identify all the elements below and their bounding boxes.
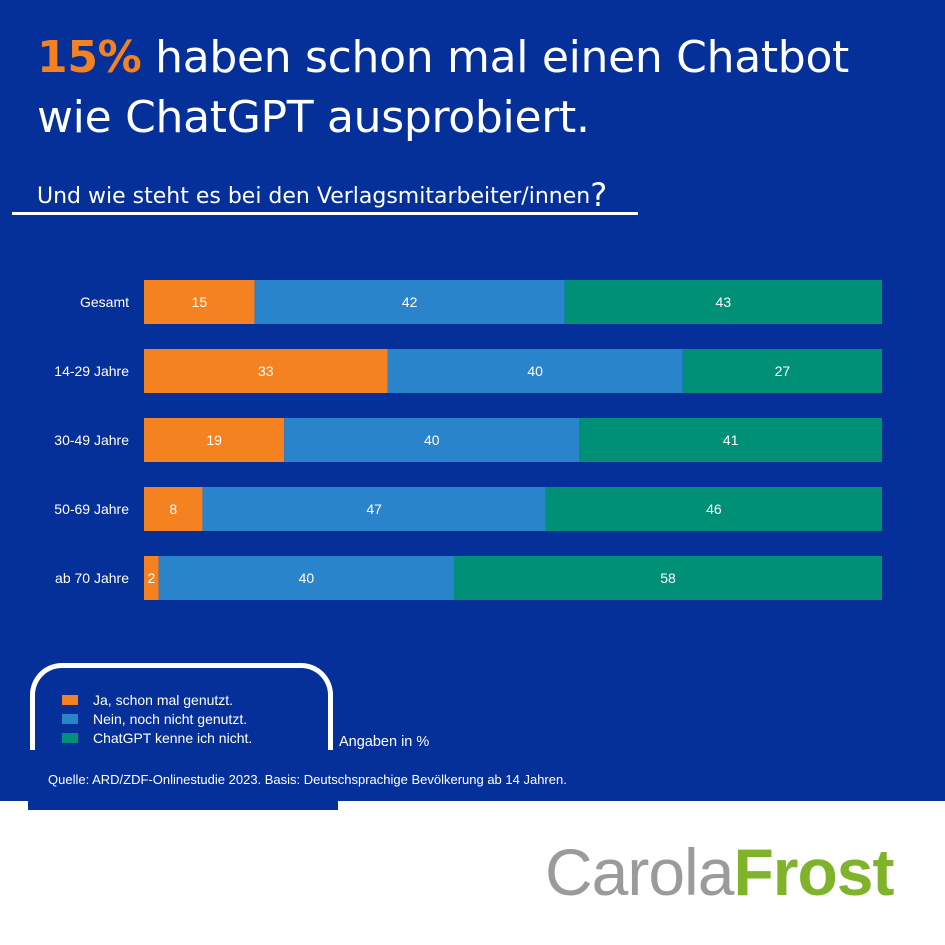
bar-segment-14-29-jahre-1	[387, 349, 683, 393]
brand-logo: CarolaFrost	[545, 832, 894, 912]
legend-frame-cutout	[28, 750, 338, 810]
source-note: Quelle: ARD/ZDF-Onlinestudie 2023. Basis…	[48, 772, 567, 787]
bar-segment-ab-70-jahre-1	[158, 556, 454, 600]
bar-segment-gesamt-1	[254, 280, 565, 324]
data-label-ab-70-jahre-1: 40	[299, 570, 315, 586]
data-label-14-29-jahre-1: 40	[527, 363, 543, 379]
question: Und wie steht es bei den Verlagsmitarbei…	[37, 176, 607, 214]
data-label-50-69-jahre-0: 8	[169, 501, 177, 517]
category-label-ab-70-jahre: ab 70 Jahre	[55, 570, 129, 586]
content-panel: 15% haben schon mal einen Chatbot wie Ch…	[0, 0, 945, 810]
bar-segment-50-69-jahre-1	[202, 487, 546, 531]
stacked-bar-chart: Gesamt 15 42 43 14-29 Jahre 33 40 27 30-49 Jahre…	[54, 280, 882, 600]
brand-logo-first: Carola	[545, 835, 734, 909]
bar-segment-14-29-jahre-0	[144, 349, 388, 393]
bar-segment-gesamt-0	[144, 280, 255, 324]
question-text: Und wie steht es bei den Verlagsmitarbei…	[37, 184, 591, 209]
brand-logo-second: Frost	[733, 835, 894, 909]
bar-segment-30-49-jahre-0	[144, 418, 285, 462]
data-label-50-69-jahre-2: 46	[706, 501, 722, 517]
data-label-gesamt-1: 42	[402, 294, 418, 310]
data-label-ab-70-jahre-2: 58	[660, 570, 676, 586]
legend-item-unbekannt: ChatGPT kenne ich nicht.	[62, 728, 252, 747]
bar-segment-gesamt-2	[564, 280, 882, 324]
legend-label-nein: Nein, noch nicht genutzt.	[93, 710, 248, 727]
headline: 15% haben schon mal einen Chatbot wie Ch…	[37, 28, 917, 148]
headline-text: haben schon mal einen Chatbot wie ChatGP…	[37, 32, 850, 143]
category-label-50-69-jahre: 50-69 Jahre	[54, 501, 129, 517]
legend-swatch-unbekannt	[62, 732, 78, 743]
headline-highlight: 15%	[37, 32, 142, 83]
data-label-50-69-jahre-1: 47	[366, 501, 382, 517]
data-label-14-29-jahre-0: 33	[258, 363, 274, 379]
legend-label-ja: Ja, schon mal genutzt.	[93, 691, 234, 708]
bar-segment-30-49-jahre-1	[284, 418, 580, 462]
data-label-gesamt-0: 15	[192, 294, 208, 310]
category-label-gesamt: Gesamt	[80, 294, 129, 310]
legend-label-unbekannt: ChatGPT kenne ich nicht.	[93, 729, 253, 746]
bar-segment-ab-70-jahre-0	[144, 556, 159, 600]
legend: Ja, schon mal genutzt. Nein, noch nicht …	[62, 690, 252, 747]
data-label-30-49-jahre-0: 19	[206, 432, 222, 448]
bar-segment-ab-70-jahre-2	[453, 556, 882, 600]
legend-swatch-nein	[62, 713, 78, 724]
legend-item-nein: Nein, noch nicht genutzt.	[62, 709, 252, 728]
data-label-gesamt-2: 43	[716, 294, 732, 310]
legend-item-ja: Ja, schon mal genutzt.	[62, 690, 252, 709]
data-label-14-29-jahre-2: 27	[775, 363, 791, 379]
bar-segment-30-49-jahre-2	[579, 418, 882, 462]
question-underline	[12, 212, 638, 215]
category-label-14-29-jahre: 14-29 Jahre	[54, 363, 129, 379]
bar-segment-14-29-jahre-2	[682, 349, 882, 393]
data-label-30-49-jahre-1: 40	[424, 432, 440, 448]
legend-frame	[30, 663, 333, 808]
question-mark: ?	[590, 176, 608, 214]
bar-segment-50-69-jahre-2	[545, 487, 882, 531]
data-label-30-49-jahre-2: 41	[723, 432, 739, 448]
category-label-30-49-jahre: 30-49 Jahre	[54, 432, 129, 448]
legend-swatch-ja	[62, 694, 78, 705]
data-label-ab-70-jahre-0: 2	[147, 570, 155, 586]
bar-segment-50-69-jahre-0	[144, 487, 203, 531]
unit-note: Angaben in %	[339, 734, 430, 750]
